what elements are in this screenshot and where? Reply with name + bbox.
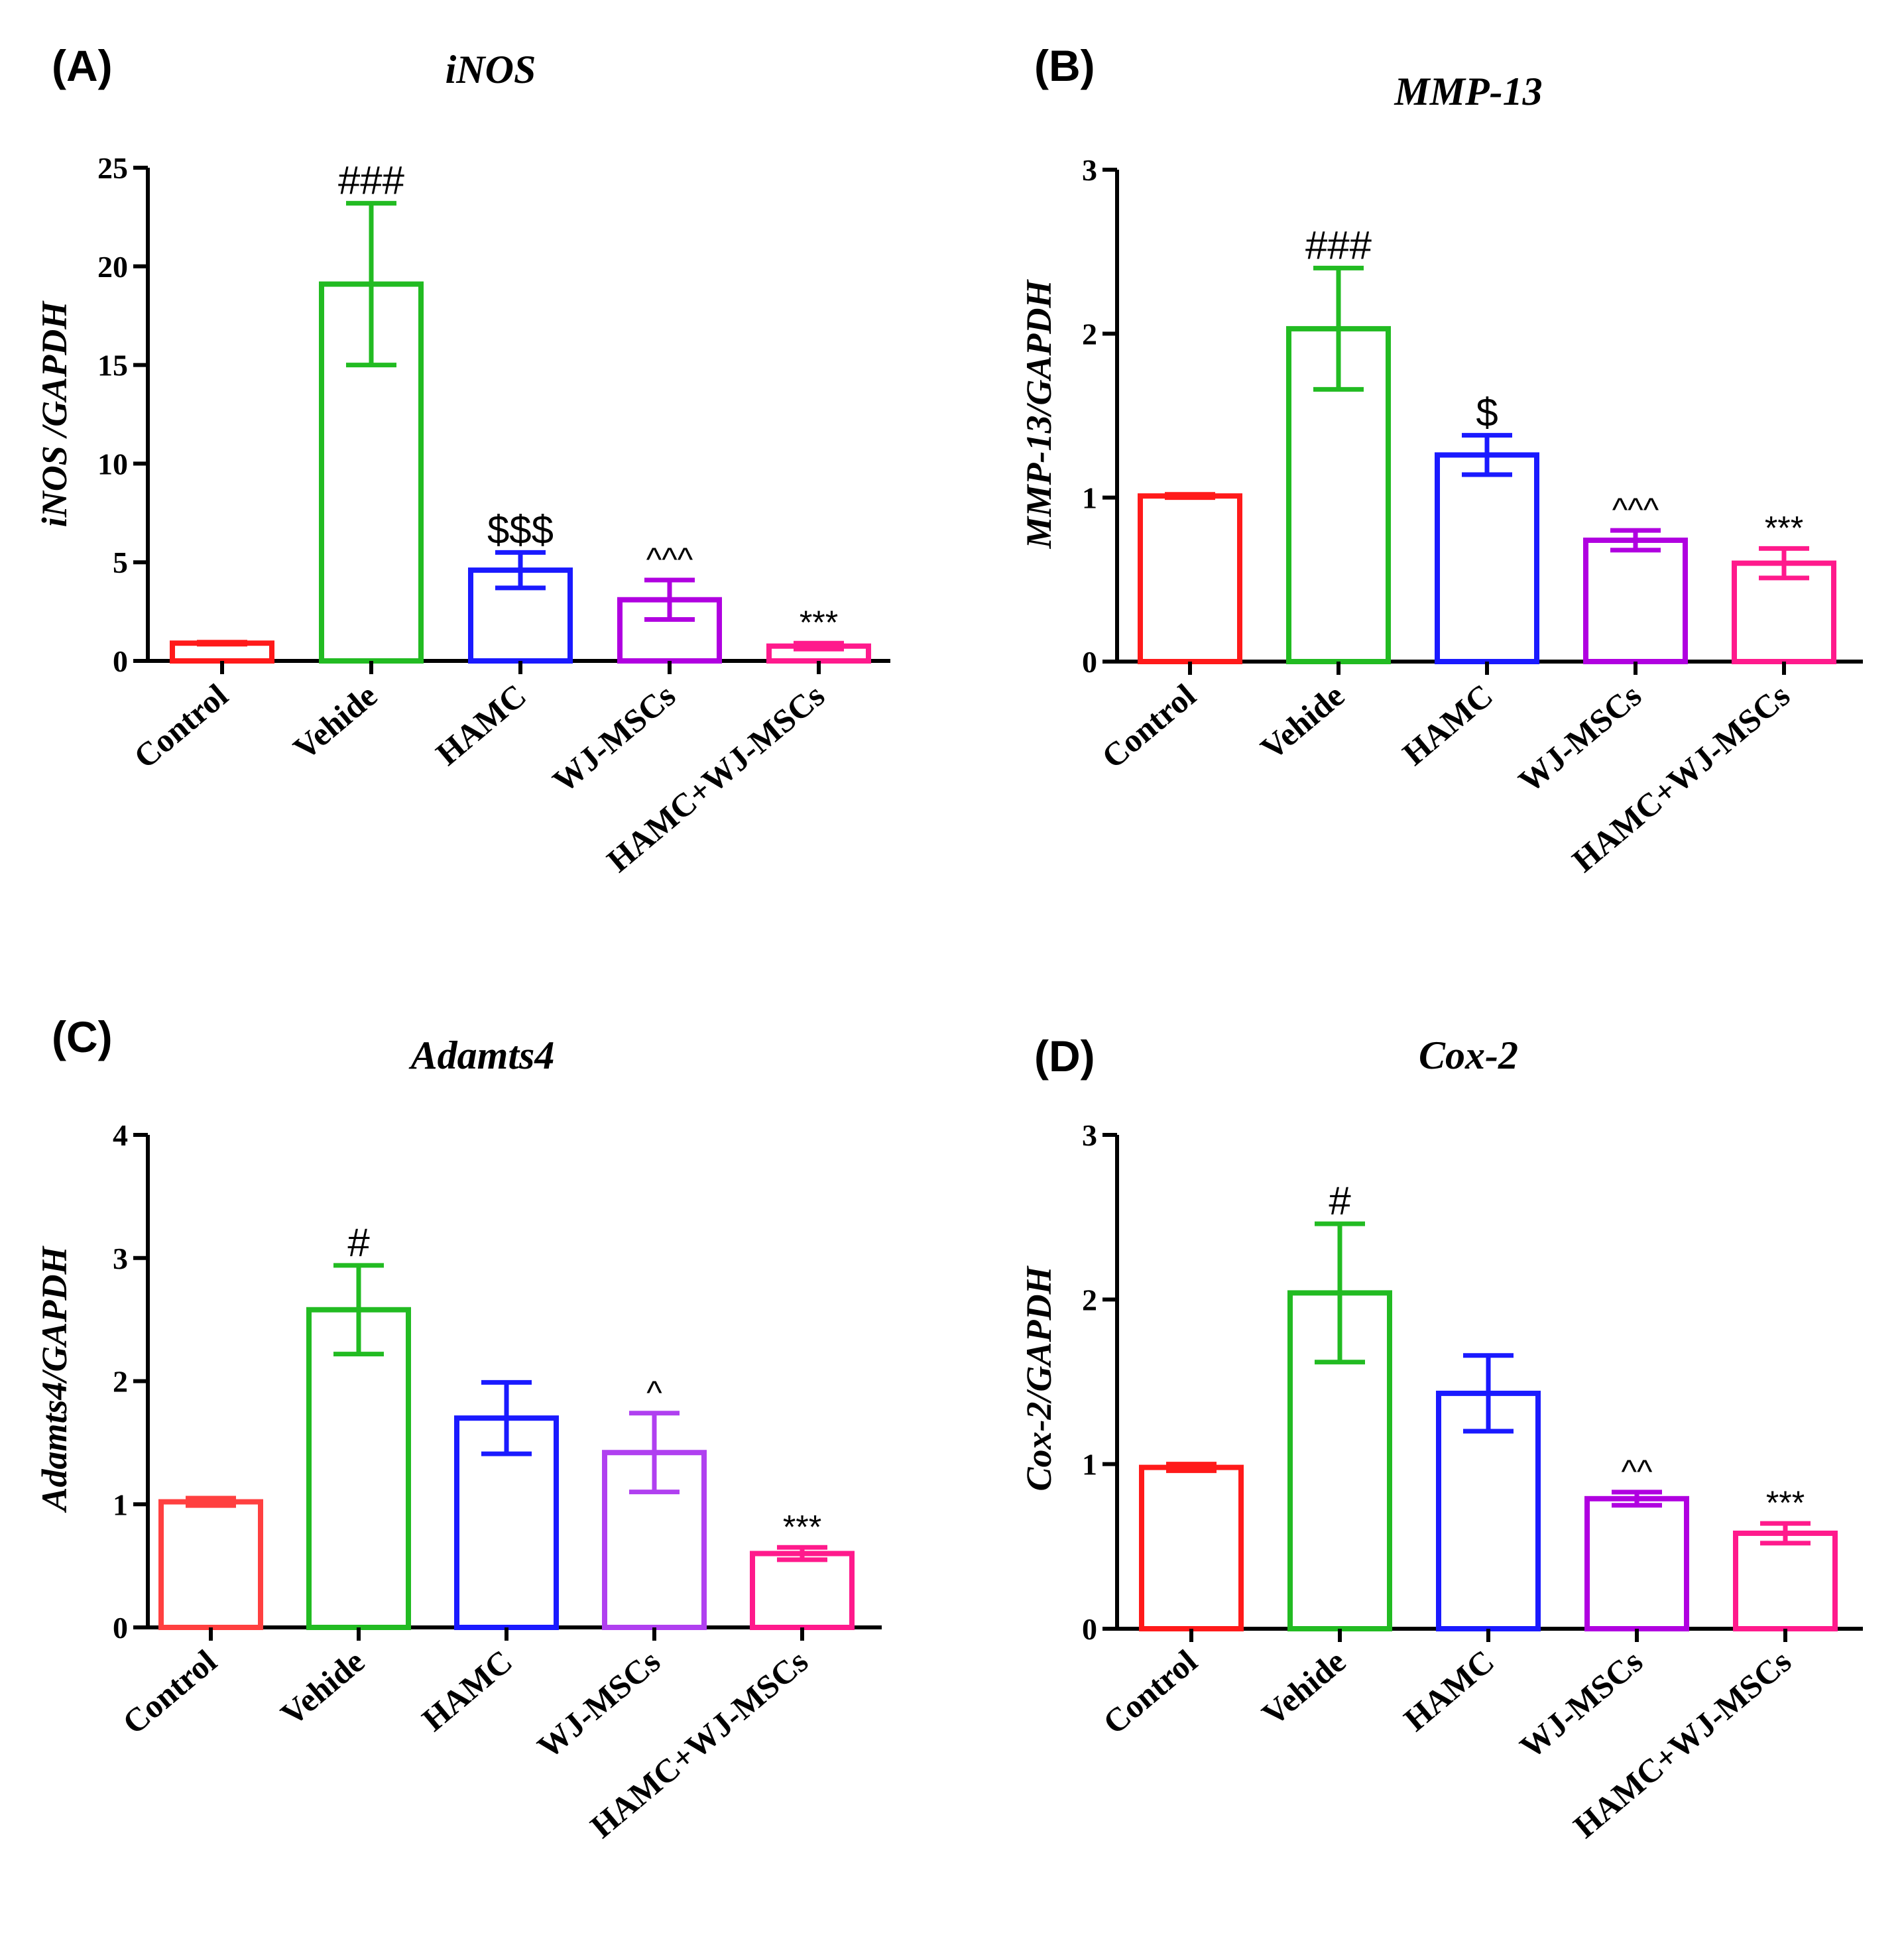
y-tick-label: 2 bbox=[1082, 1283, 1097, 1317]
significance-marker: *** bbox=[1766, 1484, 1805, 1521]
panel-label: (B) bbox=[1034, 41, 1095, 90]
category-label: WJ-MSCs bbox=[530, 1643, 667, 1766]
y-tick-label: 4 bbox=[113, 1118, 128, 1152]
significance-marker: ^^ bbox=[1622, 1453, 1653, 1490]
panel-b: (B) MMP-13 MMP-13/GAPDH 0 1 2 3 Control ### Vehid… bbox=[1019, 41, 1863, 879]
significance-marker: ### bbox=[1305, 223, 1372, 267]
panel-c: (C) Adamts4 Adamts4/GAPDH 0 1 2 3 4 Control # Vehi… bbox=[34, 1012, 882, 1845]
category-label: Control bbox=[1096, 1642, 1204, 1741]
y-tick-label: 1 bbox=[113, 1488, 128, 1521]
category-label: WJ-MSCs bbox=[1513, 1643, 1649, 1766]
y-tick-label: 0 bbox=[1082, 645, 1097, 679]
bar-control bbox=[158, 1499, 263, 1630]
y-axis-label: Cox-2/GAPDH bbox=[1019, 1265, 1059, 1492]
category-label: HAMC bbox=[1397, 1643, 1501, 1739]
category-label: Vehide bbox=[286, 677, 384, 767]
category-label: WJ-MSCs bbox=[546, 677, 682, 800]
bar-vehide bbox=[306, 1307, 411, 1630]
category-label: HAMC bbox=[1396, 677, 1500, 773]
significance-marker: # bbox=[347, 1220, 370, 1265]
bar-hamc-wj-mscs bbox=[750, 1551, 855, 1631]
bar-hamc bbox=[1435, 452, 1539, 664]
y-tick-label: 3 bbox=[1082, 153, 1097, 187]
panel-label: (A) bbox=[52, 41, 113, 90]
category-label: Vehide bbox=[1254, 677, 1351, 767]
bar-control bbox=[1138, 493, 1242, 665]
y-tick-label: 15 bbox=[97, 349, 128, 382]
panel-d: (D) Cox-2 Cox-2/GAPDH 0 1 2 3 Control # Vehide HAM… bbox=[1019, 1031, 1863, 1845]
y-axis-label: MMP-13/GAPDH bbox=[1019, 279, 1059, 550]
significance-marker: ^^^ bbox=[1612, 491, 1659, 528]
y-axis-label: Adamts4/GAPDH bbox=[34, 1245, 74, 1513]
chart-title: Adamts4 bbox=[408, 1033, 555, 1077]
significance-marker: $$$ bbox=[487, 507, 554, 552]
significance-marker: # bbox=[1329, 1179, 1351, 1223]
category-label: HAMC bbox=[415, 1643, 519, 1739]
y-tick-label: 3 bbox=[113, 1242, 128, 1275]
panel-label: (D) bbox=[1034, 1031, 1095, 1081]
bar-hamc-wj-mscs bbox=[1733, 1530, 1838, 1631]
y-tick-label: 3 bbox=[1082, 1118, 1097, 1152]
panel-label: (C) bbox=[52, 1012, 113, 1061]
y-tick-label: 10 bbox=[97, 447, 128, 481]
y-tick-label: 0 bbox=[1082, 1612, 1097, 1646]
category-label: Vehide bbox=[274, 1643, 371, 1733]
panel-a: (A) iNOS iNOS /GAPDH 0 5 10 15 20 25 Control ### Ve… bbox=[34, 41, 890, 879]
category-label: Vehide bbox=[1255, 1643, 1352, 1733]
significance-marker: *** bbox=[800, 604, 838, 641]
y-tick-label: 25 bbox=[97, 151, 128, 185]
category-label: HAMC bbox=[429, 677, 533, 773]
bar-wj-mscs bbox=[1583, 537, 1688, 664]
y-tick-label: 0 bbox=[113, 644, 128, 678]
significance-marker: *** bbox=[783, 1508, 821, 1545]
category-label: Control bbox=[115, 1642, 223, 1741]
significance-marker: ### bbox=[338, 158, 405, 203]
y-axis-label: iNOS /GAPDH bbox=[34, 300, 74, 528]
y-tick-label: 2 bbox=[113, 1365, 128, 1399]
y-tick-label: 1 bbox=[1082, 1448, 1097, 1482]
bar-wj-mscs bbox=[1584, 1495, 1689, 1631]
chart-title: MMP-13 bbox=[1394, 70, 1542, 113]
category-label: Control bbox=[127, 676, 235, 776]
significance-marker: *** bbox=[1765, 509, 1803, 546]
y-tick-label: 5 bbox=[113, 546, 128, 579]
chart-title: Cox-2 bbox=[1419, 1033, 1518, 1077]
y-tick-label: 0 bbox=[113, 1611, 128, 1645]
y-tick-label: 2 bbox=[1082, 317, 1097, 351]
significance-marker: $ bbox=[1476, 390, 1498, 435]
category-label: Control bbox=[1095, 676, 1203, 776]
significance-marker: ^^^ bbox=[646, 541, 693, 578]
bar-control bbox=[1139, 1464, 1244, 1631]
significance-marker: ^ bbox=[646, 1374, 662, 1411]
y-tick-label: 1 bbox=[1082, 481, 1097, 515]
category-label: WJ-MSCs bbox=[1512, 677, 1648, 800]
chart-title: iNOS bbox=[446, 48, 536, 91]
y-tick-label: 20 bbox=[97, 250, 128, 284]
